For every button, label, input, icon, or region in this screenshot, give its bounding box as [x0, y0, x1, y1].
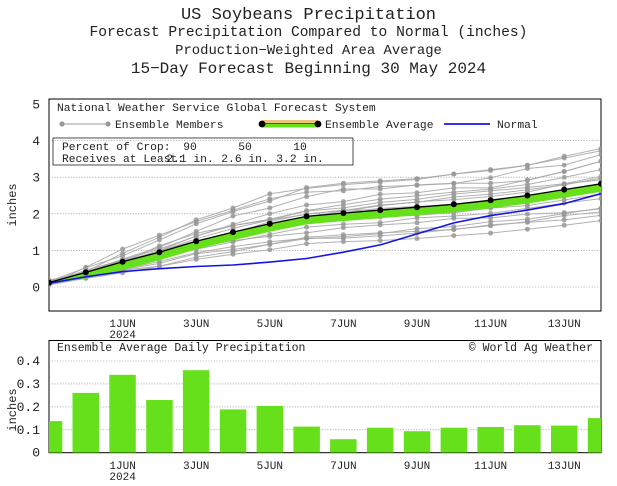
svg-text:inches: inches — [6, 183, 20, 226]
svg-text:0: 0 — [32, 281, 40, 296]
svg-text:5JUN: 5JUN — [257, 319, 283, 331]
svg-text:Ensemble Members: Ensemble Members — [115, 120, 223, 132]
svg-text:50: 50 — [238, 142, 252, 154]
svg-text:0.4: 0.4 — [17, 354, 41, 369]
svg-text:inches: inches — [6, 388, 20, 431]
svg-text:13JUN: 13JUN — [548, 319, 581, 331]
svg-text:2.1 in.: 2.1 in. — [166, 154, 213, 166]
svg-text:7JUN: 7JUN — [330, 319, 356, 331]
svg-text:3: 3 — [32, 171, 40, 186]
svg-text:0.2: 0.2 — [17, 400, 40, 415]
svg-text:9JUN: 9JUN — [404, 461, 430, 473]
svg-text:2.6 in.: 2.6 in. — [221, 154, 268, 166]
svg-text:0.1: 0.1 — [17, 423, 41, 438]
svg-text:5: 5 — [32, 98, 40, 113]
svg-text:Normal: Normal — [497, 120, 538, 132]
svg-text:90: 90 — [183, 142, 197, 154]
svg-text:0.3: 0.3 — [17, 377, 40, 392]
svg-text:3.2 in.: 3.2 in. — [276, 154, 323, 166]
svg-text:0: 0 — [32, 446, 40, 461]
svg-text:1: 1 — [32, 244, 40, 259]
svg-text:Ensemble Average Daily Precipi: Ensemble Average Daily Precipitation — [57, 342, 305, 355]
svg-text:5JUN: 5JUN — [257, 461, 283, 473]
svg-text:© World Ag Weather: © World Ag Weather — [469, 342, 593, 355]
svg-text:13JUN: 13JUN — [548, 461, 581, 473]
svg-text:3JUN: 3JUN — [183, 461, 209, 473]
svg-text:Percent of Crop:: Percent of Crop: — [62, 142, 170, 154]
svg-text:2024: 2024 — [109, 472, 136, 484]
svg-text:10: 10 — [293, 142, 307, 154]
svg-text:7JUN: 7JUN — [330, 461, 356, 473]
svg-text:2: 2 — [32, 207, 40, 222]
svg-text:11JUN: 11JUN — [474, 319, 507, 331]
svg-text:Ensemble Average: Ensemble Average — [325, 120, 434, 132]
svg-text:9JUN: 9JUN — [404, 319, 430, 331]
svg-text:National Weather Service Globa: National Weather Service Global Forecast… — [57, 103, 376, 115]
svg-text:4: 4 — [32, 134, 40, 149]
svg-text:11JUN: 11JUN — [474, 461, 507, 473]
svg-text:3JUN: 3JUN — [183, 319, 209, 331]
